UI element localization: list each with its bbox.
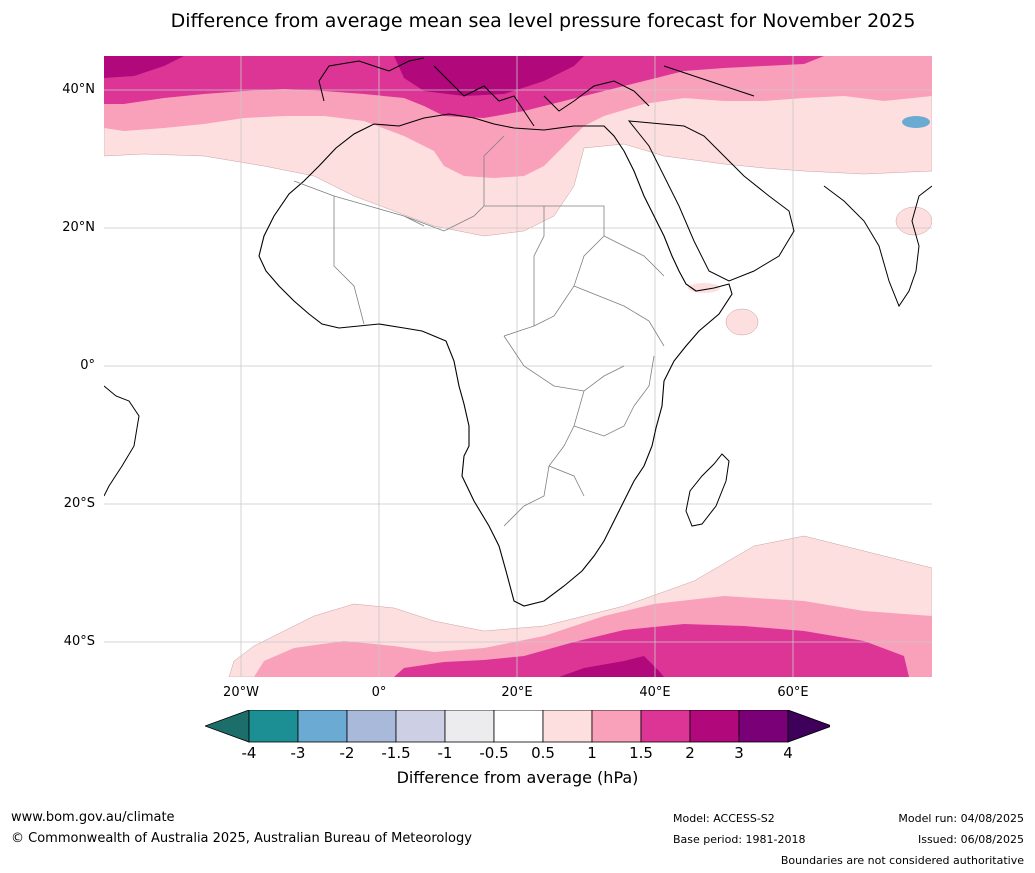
anomaly-patch-indian-ocean [725,308,759,336]
africa-coastline [258,113,733,607]
colorbar-tick-label: 0.5 [531,744,555,762]
colorbar-tick-label: 4 [783,744,793,762]
colorbar-tick-label: 1.5 [629,744,653,762]
colorbar-cell [738,710,789,743]
anomaly-band-2-north [104,56,584,96]
lon-label-40e: 40°E [639,685,671,700]
website-link[interactable]: www.bom.gov.au/climate [11,810,175,825]
colorbar-cell [444,710,495,743]
colorbar-cell [542,710,593,743]
colorbar-cell [395,710,446,743]
lat-label-40n: 40°N [62,82,95,97]
colorbar-cell [346,710,397,743]
lat-label-40s: 40°S [63,634,95,649]
colorbar-tick-label: -1 [437,744,453,762]
lat-label-0: 0° [80,358,95,373]
colorbar-tick-label: -0.5 [479,744,509,762]
colorbar-tick-label: -3 [290,744,306,762]
colorbar-cell [248,710,299,743]
disclaimer-text: Boundaries are not considered authoritat… [780,854,1024,867]
colorbar-tick-label: -2 [339,744,355,762]
copyright-text: © Commonwealth of Australia 2025, Austra… [11,831,472,846]
madagascar-coastline [685,453,730,527]
lat-label-20s: 20°S [63,496,95,511]
anomaly-band-2-south [559,656,664,677]
anomaly-patch-india [895,206,932,236]
colorbar-tick-label: -4 [241,744,257,762]
lat-label-20n: 20°N [62,220,95,235]
south-america-coastline [104,385,140,497]
colorbar-cell [591,710,642,743]
colorbar-arrow-low [205,710,250,743]
model-text: Model: ACCESS-S2 [673,812,775,825]
model-run-text: Model run: 04/08/2025 [898,812,1024,825]
europe-coastline [318,57,755,127]
colorbar-cell [640,710,691,743]
colorbar-label: Difference from average (hPa) [396,768,639,787]
page-title: Difference from average mean sea level p… [170,10,916,32]
pressure-anomaly-map [104,56,932,677]
lon-label-60e: 60°E [777,685,809,700]
colorbar-cell [493,710,544,743]
issued-text: Issued: 06/08/2025 [917,833,1024,846]
colorbar-tick-label: 3 [734,744,744,762]
lon-label-0: 0° [371,685,387,700]
colorbar-cell [689,710,740,743]
arabia-coastline [627,120,795,282]
graticule [104,56,932,677]
base-period-text: Base period: 1981-2018 [673,833,806,846]
country-borders [293,135,665,527]
lon-label-20w: 20°W [223,685,259,700]
colorbar-arrow-high [787,710,830,743]
colorbar [205,710,830,743]
colorbar-cell [297,710,348,743]
anomaly-patch-himalaya [902,116,930,128]
lon-label-20e: 20°E [501,685,533,700]
anomaly-band-1.5-south [394,624,909,677]
india-coastline [823,185,932,308]
colorbar-tick-label: 2 [685,744,695,762]
colorbar-tick-label: 1 [587,744,597,762]
colorbar-tick-label: -1.5 [381,744,411,762]
